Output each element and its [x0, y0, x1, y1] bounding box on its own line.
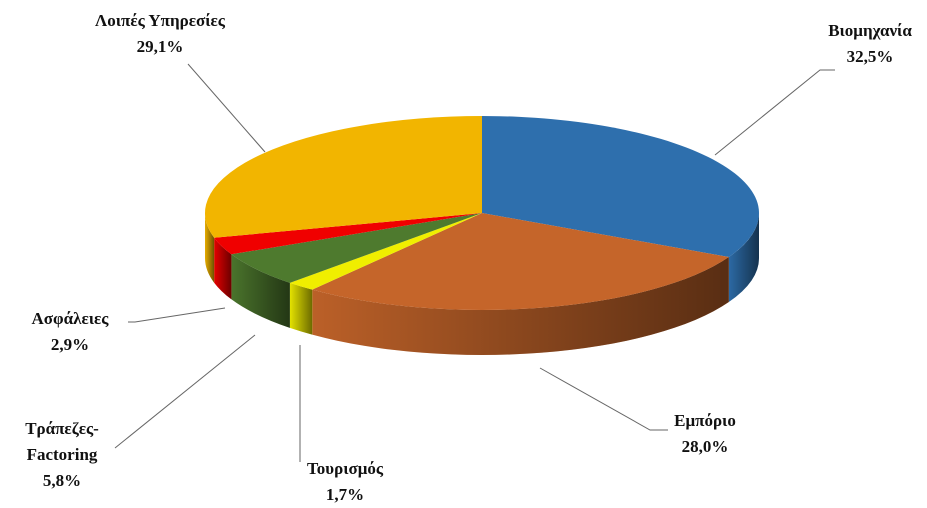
category-name: Βιομηχανία: [828, 21, 912, 40]
side-shade: [289, 282, 313, 335]
value-label: 28,0%: [681, 437, 729, 456]
slice-label: Λοιπές Υπηρεσίες 29,1%: [95, 8, 225, 60]
leader-line: [128, 307, 226, 323]
side-shade: [231, 254, 290, 328]
value-label: 32,5%: [846, 47, 894, 66]
value-label: 29,1%: [136, 37, 184, 56]
leader-line: [539, 367, 668, 431]
slice: [205, 116, 482, 238]
slice: [312, 213, 729, 310]
category-name: Λοιπές Υπηρεσίες: [95, 11, 225, 30]
side-shade: [728, 213, 759, 303]
value-label: 1,7%: [325, 485, 365, 504]
leader-line: [187, 63, 266, 153]
leader-line: [114, 334, 256, 449]
slice: [289, 213, 482, 290]
slice: [231, 213, 482, 283]
slice-label: Τράπεζες-Factoring 5,8%: [7, 416, 117, 494]
leader-line: [714, 69, 835, 156]
value-label: 5,8%: [42, 471, 82, 490]
side-shade: [312, 257, 729, 355]
slice-label: Βιομηχανία 32,5%: [828, 18, 912, 70]
category-name: Ασφάλειες: [31, 309, 109, 328]
slice-label: Ασφάλειες 2,9%: [32, 306, 109, 358]
category-name: Εμπόριο: [674, 411, 736, 430]
value-label: 2,9%: [50, 335, 90, 354]
slice: [214, 213, 482, 255]
side-shade: [214, 237, 232, 300]
slice-label: Τουρισμός 1,7%: [307, 456, 383, 508]
category-name: Τράπεζες-Factoring: [25, 419, 99, 464]
slice: [482, 116, 759, 258]
slice-label: Εμπόριο 28,0%: [674, 408, 736, 460]
side-shade: [205, 213, 215, 283]
category-name: Τουρισμός: [306, 459, 384, 478]
